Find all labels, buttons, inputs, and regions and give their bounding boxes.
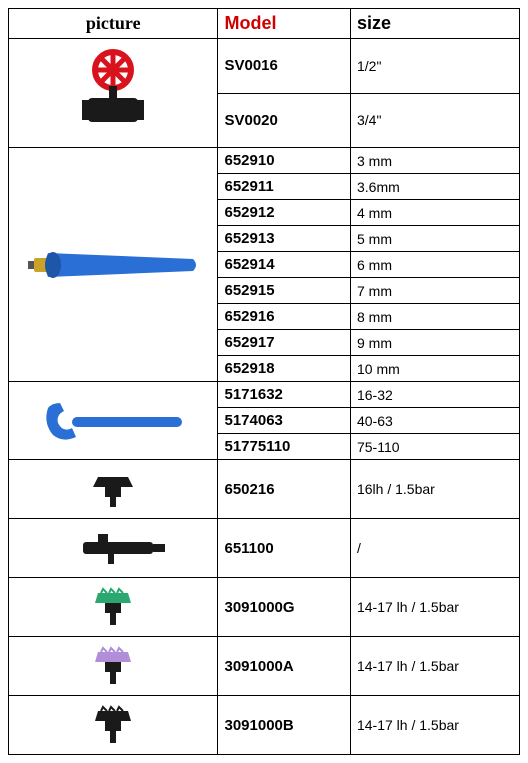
size-cell: 16lh / 1.5bar	[350, 460, 519, 519]
size-cell: 7 mm	[350, 278, 519, 304]
model-cell: 3091000A	[218, 637, 351, 696]
punch-tool-icon	[23, 235, 203, 295]
picture-cell-dripper-green	[9, 578, 218, 637]
model-cell: 652912	[218, 200, 351, 226]
model-cell: 652914	[218, 252, 351, 278]
size-cell: 14-17 lh / 1.5bar	[350, 637, 519, 696]
model-cell: 3091000G	[218, 578, 351, 637]
picture-cell-sprayer	[9, 519, 218, 578]
wrench-icon	[38, 393, 188, 448]
header-picture: picture	[9, 9, 218, 39]
dripper-green-icon	[83, 585, 143, 630]
picture-cell-dripper-black2	[9, 696, 218, 755]
product-table: picture Model size	[8, 8, 520, 755]
size-cell: 3/4"	[350, 93, 519, 148]
size-cell: 5 mm	[350, 226, 519, 252]
size-cell: 3 mm	[350, 148, 519, 174]
size-cell: 14-17 lh / 1.5bar	[350, 696, 519, 755]
size-cell: /	[350, 519, 519, 578]
table-row: 3091000A 14-17 lh / 1.5bar	[9, 637, 520, 696]
table-row: 3091000B 14-17 lh / 1.5bar	[9, 696, 520, 755]
size-cell: 75-110	[350, 434, 519, 460]
dripper-black2-icon	[83, 703, 143, 748]
picture-cell-wrench	[9, 382, 218, 460]
model-cell: SV0016	[218, 39, 351, 94]
dripper-icon	[83, 467, 143, 512]
picture-cell-punch-tool	[9, 148, 218, 382]
model-cell: 651100	[218, 519, 351, 578]
header-size: size	[350, 9, 519, 39]
model-cell: 652916	[218, 304, 351, 330]
size-cell: 14-17 lh / 1.5bar	[350, 578, 519, 637]
model-cell: 652910	[218, 148, 351, 174]
valve-icon	[68, 48, 158, 138]
size-cell: 9 mm	[350, 330, 519, 356]
model-cell: 652918	[218, 356, 351, 382]
model-cell: 5171632	[218, 382, 351, 408]
size-cell: 3.6mm	[350, 174, 519, 200]
size-cell: 10 mm	[350, 356, 519, 382]
table-row: 5171632 16-32	[9, 382, 520, 408]
size-cell: 40-63	[350, 408, 519, 434]
size-cell: 4 mm	[350, 200, 519, 226]
table-row: SV0016 1/2"	[9, 39, 520, 94]
model-cell: 652913	[218, 226, 351, 252]
model-cell: 5174063	[218, 408, 351, 434]
model-cell: 652911	[218, 174, 351, 200]
picture-cell-dripper-purple	[9, 637, 218, 696]
model-cell: 652917	[218, 330, 351, 356]
header-model: Model	[218, 9, 351, 39]
model-cell: 650216	[218, 460, 351, 519]
model-cell: SV0020	[218, 93, 351, 148]
size-cell: 16-32	[350, 382, 519, 408]
table-row: 651100 /	[9, 519, 520, 578]
dripper-purple-icon	[83, 644, 143, 689]
picture-cell-valve	[9, 39, 218, 148]
header-row: picture Model size	[9, 9, 520, 39]
size-cell: 6 mm	[350, 252, 519, 278]
size-cell: 8 mm	[350, 304, 519, 330]
model-cell: 652915	[218, 278, 351, 304]
model-cell: 3091000B	[218, 696, 351, 755]
size-cell: 1/2"	[350, 39, 519, 94]
table-row: 3091000G 14-17 lh / 1.5bar	[9, 578, 520, 637]
picture-cell-dripper-black	[9, 460, 218, 519]
table-row: 652910 3 mm	[9, 148, 520, 174]
model-cell: 51775110	[218, 434, 351, 460]
sprayer-icon	[53, 528, 173, 568]
table-row: 650216 16lh / 1.5bar	[9, 460, 520, 519]
